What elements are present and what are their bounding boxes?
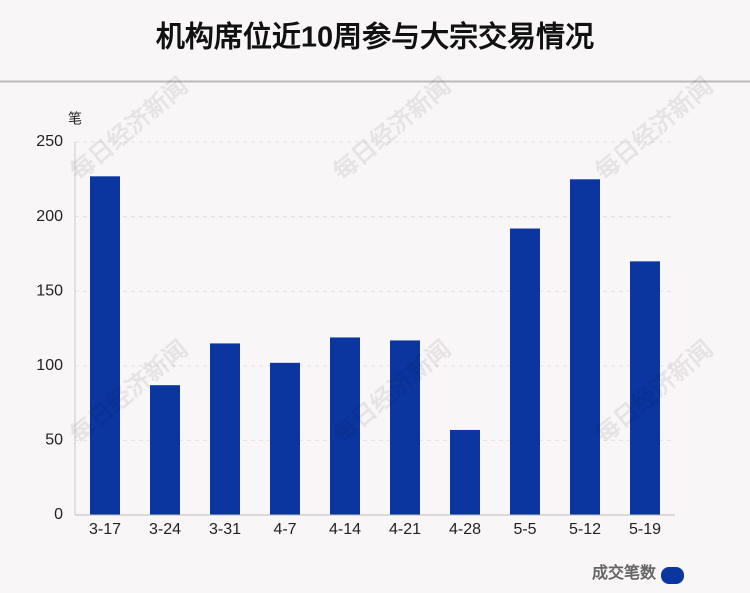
x-tick-label: 4-14 [329,521,361,538]
bar [630,261,660,515]
x-tick-label: 4-21 [389,521,421,538]
bar [390,340,420,515]
x-tick-label: 5-19 [629,521,661,538]
bar [570,179,600,516]
x-tick-label: 4-28 [449,521,481,538]
legend-swatch [661,567,684,584]
x-tick-label: 3-17 [89,521,121,538]
x-tick-label: 3-31 [209,521,241,538]
bar [90,176,120,516]
x-tick-label: 3-24 [149,521,181,538]
y-tick-label: 200 [36,208,63,225]
bar [270,362,300,515]
chart-title: 机构席位近10周参与大宗交易情况 [156,20,594,54]
y-unit: 笔 [68,111,82,127]
bar [450,429,480,515]
y-tick-label: 100 [36,357,63,374]
legend-label: 成交笔数 [592,563,657,582]
x-tick-label: 5-12 [569,521,601,538]
y-tick-label: 50 [45,432,63,449]
x-tick-label: 5-5 [513,521,536,538]
bar [330,337,360,515]
x-tick-label: 4-7 [273,521,296,538]
y-tick-label: 250 [36,133,63,150]
y-tick-label: 150 [36,282,63,299]
y-tick-label: 0 [54,506,63,523]
bar [150,385,180,515]
bar [210,343,240,515]
bar [510,228,540,515]
